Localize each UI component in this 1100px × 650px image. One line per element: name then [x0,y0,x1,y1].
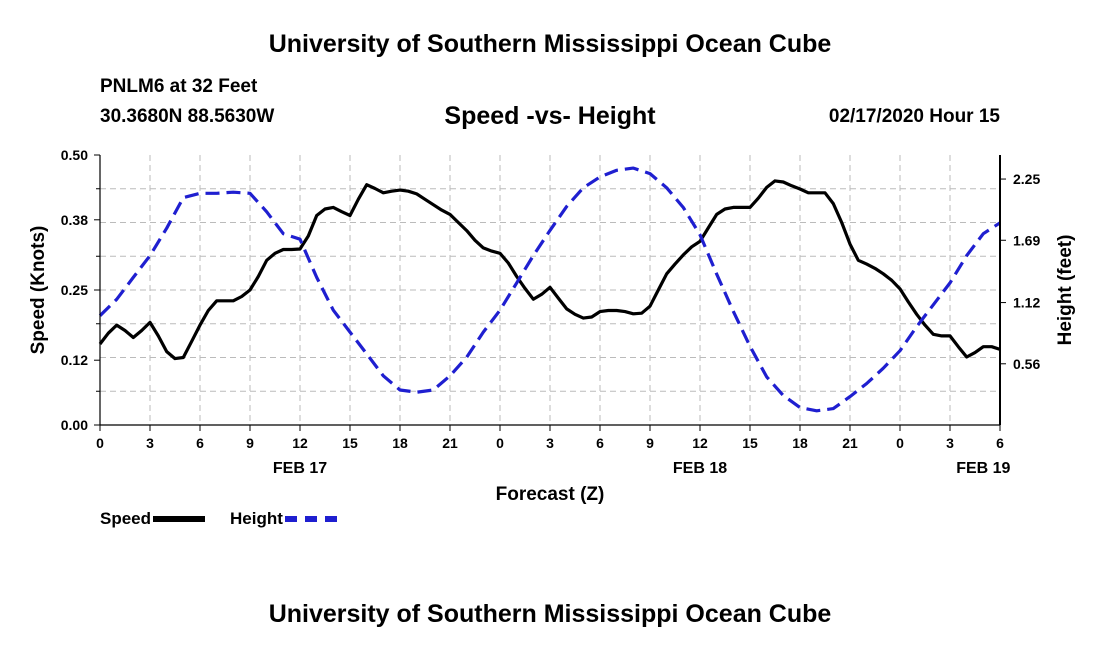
station-label: PNLM6 at 32 Feet [100,76,258,97]
x-tick-label: 9 [646,435,654,451]
y2-tick-label: 1.12 [1013,295,1040,311]
x-tick-label: 21 [442,435,458,451]
x-tick-label: 0 [896,435,904,451]
x-tick-label: 12 [692,435,708,451]
x-tick-label: 0 [96,435,104,451]
chart-title: Speed -vs- Height [444,102,656,130]
y2-tick-label: 1.69 [1013,232,1040,248]
x-tick-label: 3 [546,435,554,451]
series-line-speed [98,179,1001,361]
y-axis-label: Speed (Knots) [28,226,49,355]
x-tick-label: 9 [246,435,254,451]
y2-tick-label: 0.56 [1013,356,1040,372]
y-tick-label: 0.12 [61,352,88,368]
x-tick-label: 6 [596,435,604,451]
forecast-datetime: 02/17/2020 Hour 15 [828,106,1000,127]
footer-org-title: University of Southern Mississippi Ocean… [268,600,832,628]
x-tick-label: 18 [392,435,408,451]
x-tick-label: 0 [496,435,504,451]
y2-axis-label: Height (feet) [1055,235,1076,346]
x-axis-label: Forecast (Z) [496,484,605,505]
y-tick-label: 0.00 [61,417,88,433]
x-tick-label: 21 [842,435,858,451]
legend-height-swatch [284,516,337,522]
y-tick-label: 0.25 [61,282,88,298]
legend-speed-swatch [153,516,206,522]
y-tick-label: 0.38 [61,212,88,228]
legend-speed: Speed [100,509,206,529]
x-tick-label: 6 [996,435,1004,451]
y2-tick-label: 2.25 [1013,171,1040,187]
x-date-label: FEB 17 [273,460,327,477]
x-date-label: FEB 19 [956,460,1010,477]
legend-height: Height [230,509,337,529]
y-tick-label: 0.50 [61,147,88,163]
x-tick-label: 18 [792,435,808,451]
x-tick-label: 3 [946,435,954,451]
legend-height-label: Height [230,509,283,528]
x-tick-label: 3 [146,435,154,451]
station-coordinates: 30.3680N 88.5630W [100,106,275,127]
series-line-height [98,166,1001,413]
x-tick-label: 15 [342,435,358,451]
x-tick-label: 15 [742,435,758,451]
x-date-label: FEB 18 [673,460,727,477]
x-tick-label: 6 [196,435,204,451]
chart-org-title: University of Southern Mississippi Ocean… [268,30,832,58]
legend-speed-label: Speed [100,509,152,528]
series-layer [98,166,1001,413]
x-tick-label: 12 [292,435,308,451]
axes: 0 3 6 9 12 15 18 21 0 3 6 9 12 15 18 21 0 3 6 FEB 17 FEB 18 F… [61,147,1041,477]
